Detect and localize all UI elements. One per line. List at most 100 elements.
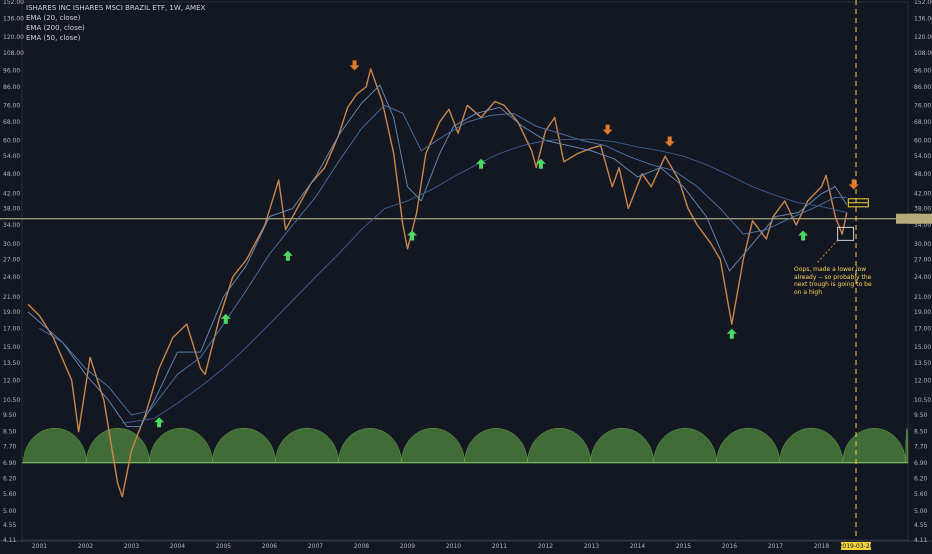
y-tick-left: 4.55 — [3, 522, 17, 529]
y-tick-left: 10.50 — [3, 397, 20, 404]
cycle-arc — [527, 428, 591, 464]
y-tick-left: 60.00 — [3, 138, 20, 145]
down-arrow-marker — [349, 60, 360, 71]
y-tick-right: 152.00 — [914, 0, 932, 6]
indicator-ema50-label: EMA (50, close) — [26, 34, 81, 42]
x-tick-label: 2007 — [308, 543, 323, 550]
y-tick-right: 54.00 — [914, 153, 931, 160]
x-tick-label: 2017 — [768, 543, 783, 550]
price-level-label — [908, 213, 932, 224]
ema200-series-line — [122, 138, 847, 424]
y-tick-left: 120.00 — [3, 34, 24, 41]
current-date-label: 2019-03-20 — [839, 543, 874, 550]
y-tick-right: 34.00 — [914, 222, 931, 229]
y-tick-left: 48.00 — [3, 171, 20, 178]
projection-path — [817, 240, 838, 263]
cycle-arc — [590, 428, 654, 464]
y-tick-left: 136.00 — [3, 16, 24, 23]
ema20-series-line — [27, 84, 848, 428]
x-tick-label: 2010 — [446, 543, 461, 550]
y-tick-right: 7.70 — [914, 443, 928, 450]
y-tick-left: 86.00 — [3, 84, 20, 91]
y-tick-left: 27.00 — [3, 256, 20, 263]
chart-title: ISHARES INC ISHARES MSCI BRAZIL ETF, 1W,… — [26, 4, 206, 12]
ema50-series-line — [39, 104, 847, 416]
y-tick-right: 60.00 — [914, 138, 931, 145]
y-tick-left: 34.00 — [3, 222, 20, 229]
cycle-arc — [716, 428, 780, 464]
x-tick-label: 2003 — [124, 543, 139, 550]
x-tick-label: 2015 — [676, 543, 691, 550]
cycle-arc — [275, 428, 339, 464]
x-tick-label: 2008 — [354, 543, 369, 550]
cycle-arc — [149, 428, 213, 464]
y-tick-right: 120.00 — [914, 34, 932, 41]
y-tick-left: 30.00 — [3, 241, 20, 248]
y-tick-left: 38.00 — [3, 206, 20, 213]
y-tick-left: 21.00 — [3, 294, 20, 301]
y-tick-right: 96.00 — [914, 67, 931, 74]
y-tick-right: 27.00 — [914, 256, 931, 263]
y-tick-left: 96.00 — [3, 67, 20, 74]
indicator-ema20-label: EMA (20, close) — [26, 14, 81, 22]
cycle-arc — [212, 428, 276, 464]
cycle-arc — [401, 428, 465, 464]
current-date-badge — [841, 542, 872, 550]
x-tick-label: 2001 — [32, 543, 47, 550]
y-tick-left: 9.50 — [3, 412, 17, 419]
chart-legend: ISHARES INC ISHARES MSCI BRAZIL ETF, 1W,… — [26, 3, 205, 43]
y-tick-right: 4.55 — [914, 522, 928, 529]
up-arrow-marker — [407, 230, 418, 241]
y-tick-right: 12.00 — [914, 377, 931, 384]
indicator-ema200-label: EMA (200, close) — [26, 24, 85, 32]
y-tick-right: 21.00 — [914, 294, 931, 301]
y-tick-right: 30.00 — [914, 241, 931, 248]
down-arrow-marker — [848, 179, 859, 190]
x-tick-label: 2016 — [722, 543, 737, 550]
y-tick-right: 136.00 — [914, 16, 932, 23]
y-tick-left: 42.00 — [3, 191, 20, 198]
x-tick-label: 2002 — [78, 543, 93, 550]
price-series-line — [27, 68, 848, 498]
y-tick-left: 13.50 — [3, 360, 20, 367]
y-tick-right: 17.00 — [914, 325, 931, 332]
y-tick-right: 8.50 — [914, 429, 928, 436]
y-tick-left: 6.90 — [3, 460, 17, 467]
y-tick-left: 8.50 — [3, 429, 17, 436]
y-tick-left: 7.70 — [3, 443, 17, 450]
y-tick-left: 68.00 — [3, 119, 20, 126]
up-arrow-marker — [282, 250, 293, 261]
y-tick-left: 5.00 — [3, 508, 17, 515]
y-tick-left: 19.00 — [3, 309, 20, 316]
y-tick-left: 54.00 — [3, 153, 20, 160]
x-tick-label: 2012 — [538, 543, 553, 550]
y-tick-right: 38.00 — [914, 206, 931, 213]
x-tick-label: 2005 — [216, 543, 231, 550]
cycle-arc — [23, 428, 87, 464]
down-arrow-marker — [602, 124, 613, 135]
y-tick-left: 12.00 — [3, 377, 20, 384]
y-tick-left: 5.60 — [3, 491, 17, 498]
x-tick-label: 2014 — [630, 543, 645, 550]
x-tick-label: 2011 — [492, 543, 507, 550]
y-tick-right: 19.00 — [914, 309, 931, 316]
y-tick-left: 76.00 — [3, 102, 20, 109]
y-tick-left: 6.20 — [3, 476, 17, 483]
plot-frame — [21, 1, 909, 541]
y-tick-right: 24.00 — [914, 274, 931, 281]
cycle-arc — [779, 428, 843, 464]
y-tick-right: 76.00 — [914, 102, 931, 109]
y-tick-left: 24.00 — [3, 274, 20, 281]
y-tick-right: 13.50 — [914, 360, 931, 367]
y-tick-left: 17.00 — [3, 325, 20, 332]
up-arrow-marker — [726, 328, 737, 339]
up-arrow-marker — [220, 313, 231, 324]
up-arrow-marker — [535, 158, 546, 169]
chart-annotation-note: Oops, made a lower low already -- so pro… — [794, 266, 872, 296]
y-tick-right: 10.50 — [914, 397, 931, 404]
y-tick-right: 15.00 — [914, 344, 931, 351]
y-tick-right: 42.00 — [914, 191, 931, 198]
